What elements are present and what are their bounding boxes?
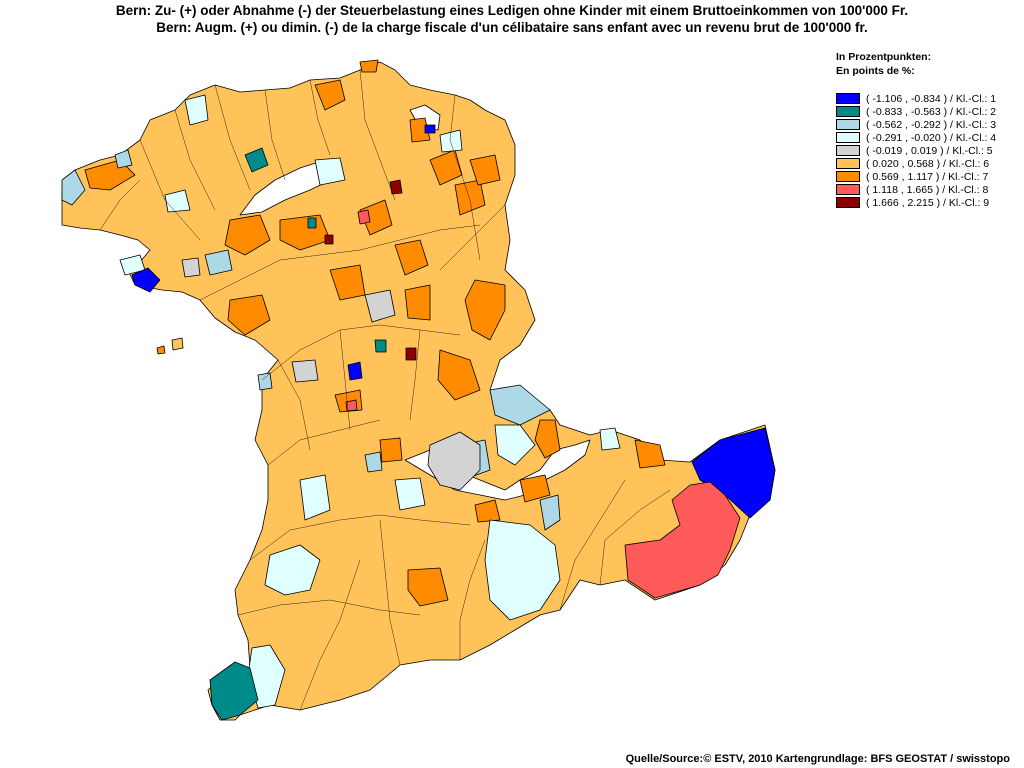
region-class-7 xyxy=(534,419,561,459)
region-class-4 xyxy=(439,129,463,153)
region-class-7 xyxy=(359,59,379,73)
region-class-7 xyxy=(469,154,501,186)
region-class-8 xyxy=(357,209,371,225)
region-class-3 xyxy=(364,451,383,473)
region-class-7 xyxy=(224,214,271,256)
legend-item-class-7: ( 0.569 , 1.117 ) / Kl.-Cl.: 7 xyxy=(836,170,1021,183)
region-class-4 xyxy=(314,157,346,186)
exclave xyxy=(156,345,166,355)
legend-item-class-8: ( 1.118 , 1.665 ) / Kl.-Cl.: 8 xyxy=(836,183,1021,196)
region-class-2 xyxy=(244,147,269,173)
region-class-7 xyxy=(429,149,463,186)
region-class-2 xyxy=(374,339,387,353)
region-class-8 xyxy=(624,481,741,599)
legend-label: ( -0.291 , -0.020 ) / Kl.-Cl.: 4 xyxy=(866,131,997,144)
region-class-7 xyxy=(454,179,486,216)
region-class-7 xyxy=(379,437,403,463)
source-credit: Quelle/Source:© ESTV, 2010 Kartengrundla… xyxy=(625,753,1010,765)
region-class-3 xyxy=(61,169,86,206)
region-class-5 xyxy=(427,431,481,491)
region-class-5 xyxy=(364,289,396,323)
legend-swatch xyxy=(836,132,860,143)
region-class-7 xyxy=(464,279,506,341)
legend-swatch xyxy=(836,145,860,156)
region-class-7 xyxy=(634,439,666,469)
region-class-5 xyxy=(291,359,319,383)
region-class-4 xyxy=(184,94,209,126)
region-class-5 xyxy=(181,257,201,278)
region-class-9 xyxy=(405,347,417,361)
legend-label: ( 0.020 , 0.568 ) / Kl.-Cl.: 6 xyxy=(866,157,990,170)
legend-item-class-1: ( -1.106 , -0.834 ) / Kl.-Cl.: 1 xyxy=(836,92,1021,105)
region-class-7 xyxy=(407,567,449,607)
region-class-4 xyxy=(164,189,191,213)
region-class-7 xyxy=(359,199,393,236)
legend-label: ( 1.118 , 1.665 ) / Kl.-Cl.: 8 xyxy=(866,183,989,196)
legend-title-german: In Prozentpunkten: xyxy=(836,51,932,63)
legend-item-class-9: ( 1.666 , 2.215 ) / Kl.-Cl.: 9 xyxy=(836,196,1021,209)
region-class-2 xyxy=(307,217,317,229)
region-class-4 xyxy=(299,474,331,521)
region-class-4 xyxy=(484,519,561,621)
title-french: Bern: Augm. (+) ou dimin. (-) de la char… xyxy=(156,20,868,35)
region-class-4 xyxy=(599,427,621,451)
title-german: Bern: Zu- (+) oder Abnahme (-) der Steue… xyxy=(115,3,909,18)
legend-swatch xyxy=(836,119,860,130)
region-class-1 xyxy=(347,361,363,381)
region-class-7 xyxy=(437,349,481,401)
region-class-3 xyxy=(204,249,233,276)
legend-item-class-4: ( -0.291 , -0.020 ) / Kl.-Cl.: 4 xyxy=(836,131,1021,144)
region-class-7 xyxy=(314,79,346,111)
region-class-1 xyxy=(131,267,161,293)
legend-swatch xyxy=(836,171,860,182)
legend-label: ( -0.019 , 0.019 ) / Kl.-Cl.: 5 xyxy=(866,144,993,157)
region-class-8 xyxy=(345,399,358,412)
region-class-7 xyxy=(474,499,501,523)
region-class-9 xyxy=(324,234,334,245)
region-class-3 xyxy=(257,372,273,391)
region-class-3 xyxy=(114,149,133,169)
region-class-7 xyxy=(279,214,331,251)
legend-list: ( -1.106 , -0.834 ) / Kl.-Cl.: 1( -0.833… xyxy=(836,92,1021,209)
region-class-7 xyxy=(409,117,431,143)
legend-swatch xyxy=(836,184,860,195)
region-class-4 xyxy=(394,477,426,511)
legend-item-class-2: ( -0.833 , -0.563 ) / Kl.-Cl.: 2 xyxy=(836,105,1021,118)
region-class-7 xyxy=(84,159,136,191)
region-class-7 xyxy=(519,474,551,503)
region-class-7 xyxy=(394,239,429,276)
map-title: Bern: Zu- (+) oder Abnahme (-) der Steue… xyxy=(0,2,1024,36)
legend-label: ( 1.666 , 2.215 ) / Kl.-Cl.: 9 xyxy=(866,196,990,209)
legend-item-class-3: ( -0.562 , -0.292 ) / Kl.-Cl.: 3 xyxy=(836,118,1021,131)
region-class-3 xyxy=(539,494,561,531)
legend-swatch xyxy=(836,93,860,104)
legend-swatch xyxy=(836,197,860,208)
region-class-7 xyxy=(404,284,431,321)
legend-label: ( -0.833 , -0.563 ) / Kl.-Cl.: 2 xyxy=(866,105,997,118)
legend-label: ( -0.562 , -0.292 ) / Kl.-Cl.: 3 xyxy=(866,118,997,131)
region-class-2 xyxy=(209,661,259,721)
legend-swatch xyxy=(836,106,860,117)
region-class-3 xyxy=(489,384,551,426)
legend-title-french: En points de %: xyxy=(836,65,915,77)
legend-swatch xyxy=(836,158,860,169)
legend-item-class-6: ( 0.020 , 0.568 ) / Kl.-Cl.: 6 xyxy=(836,157,1021,170)
canton-bern-outline xyxy=(61,61,776,721)
region-class-7 xyxy=(227,294,271,336)
legend-label: ( -1.106 , -0.834 ) / Kl.-Cl.: 1 xyxy=(866,92,997,105)
legend: In Prozentpunkten: En points de %: ( -1.… xyxy=(836,50,1021,209)
region-class-4 xyxy=(264,544,321,596)
exclave xyxy=(171,337,184,351)
legend-label: ( 0.569 , 1.117 ) / Kl.-Cl.: 7 xyxy=(866,170,989,183)
region-class-4 xyxy=(494,424,536,466)
legend-item-class-5: ( -0.019 , 0.019 ) / Kl.-Cl.: 5 xyxy=(836,144,1021,157)
region-class-1 xyxy=(424,124,436,134)
